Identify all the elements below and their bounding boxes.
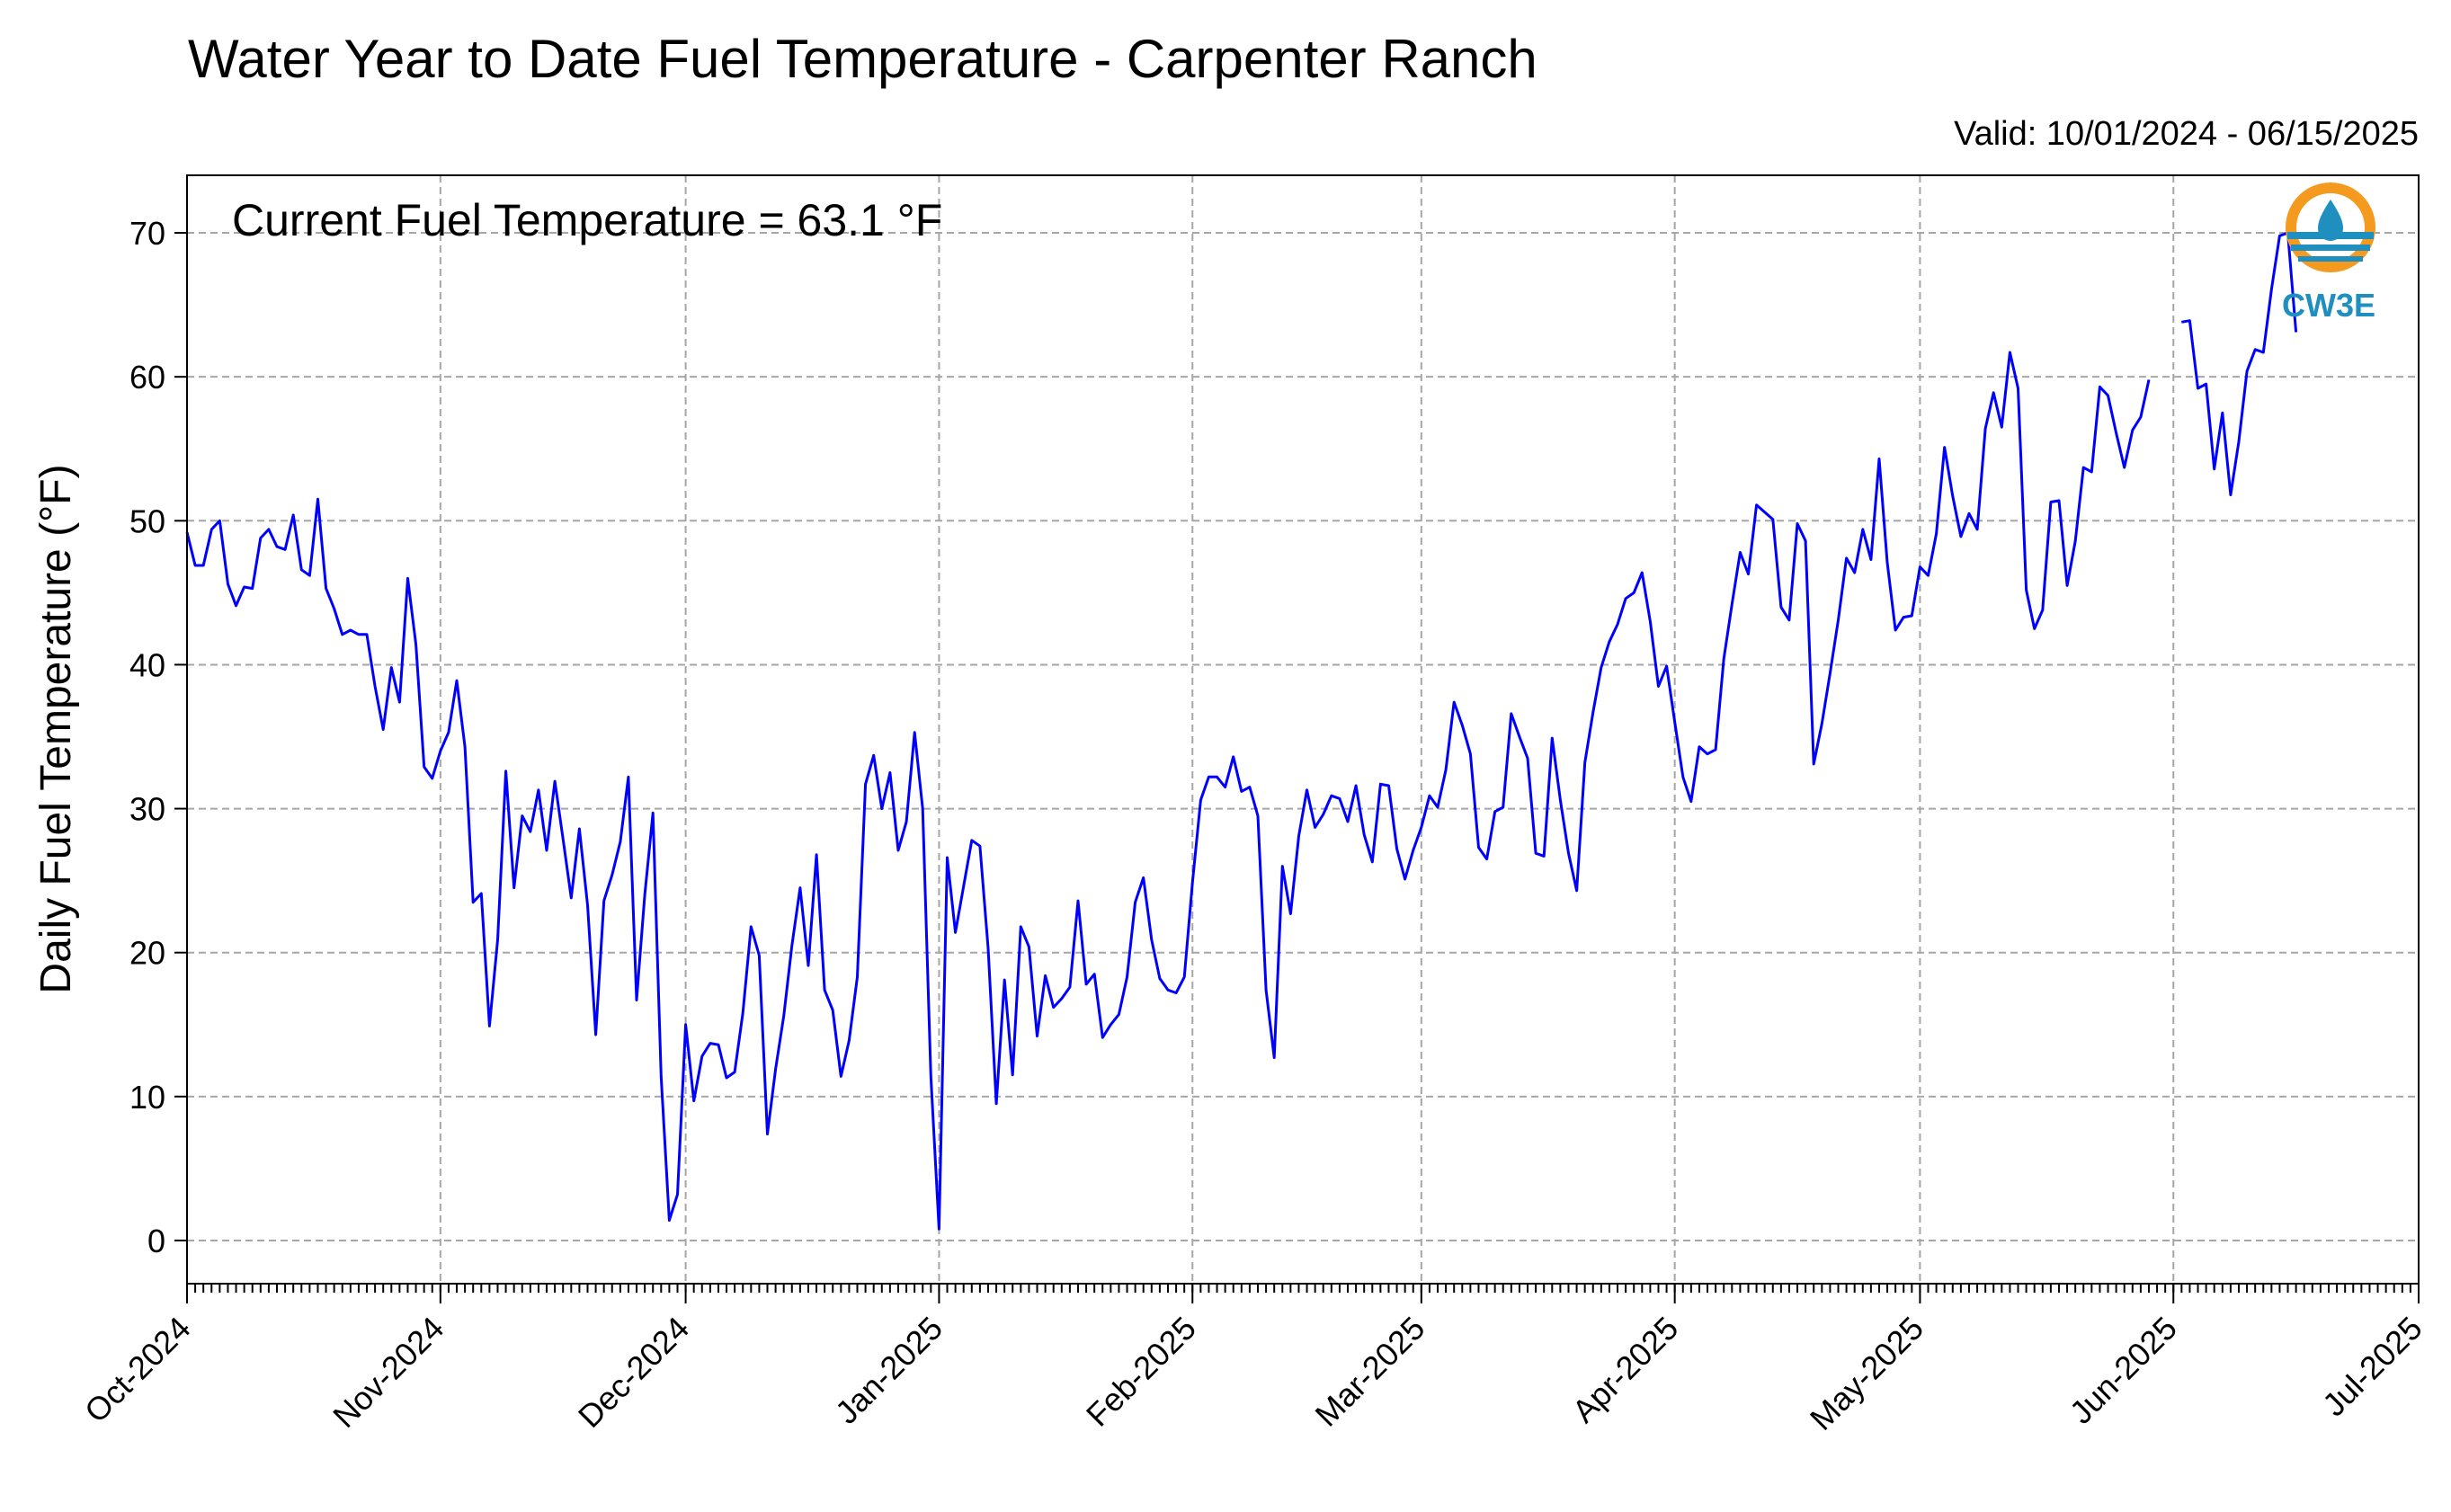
chart-subtitle: Valid: 10/01/2024 - 06/15/2025 (1954, 115, 2419, 153)
logo-droplet-icon (2318, 200, 2343, 241)
logo-wordmark: CW3E (2282, 287, 2375, 324)
logo-wave-3 (2298, 256, 2363, 262)
y-tick-label: 20 (129, 935, 165, 972)
plot-frame (186, 174, 2420, 1285)
chart-title: Water Year to Date Fuel Temperature - Ca… (188, 29, 1537, 89)
current-fuel-temperature-annotation: Current Fuel Temperature = 63.1 °F (232, 195, 942, 245)
fuel-temperature-line (185, 231, 2298, 1231)
y-tick-label: 60 (129, 359, 165, 396)
y-tick-label: 30 (129, 791, 165, 828)
y-axis-label: Daily Fuel Temperature (°F) (32, 464, 80, 993)
logo-wave-2 (2291, 245, 2370, 251)
y-tick-label: 50 (129, 503, 165, 539)
cw3e-logo: CW3E (2282, 182, 2375, 324)
y-tick-label: 70 (129, 215, 165, 252)
y-tick-label: 10 (129, 1079, 165, 1116)
data-series (185, 231, 2298, 1231)
y-tick-label: 40 (129, 646, 165, 683)
y-tick-label: 0 (147, 1223, 165, 1259)
